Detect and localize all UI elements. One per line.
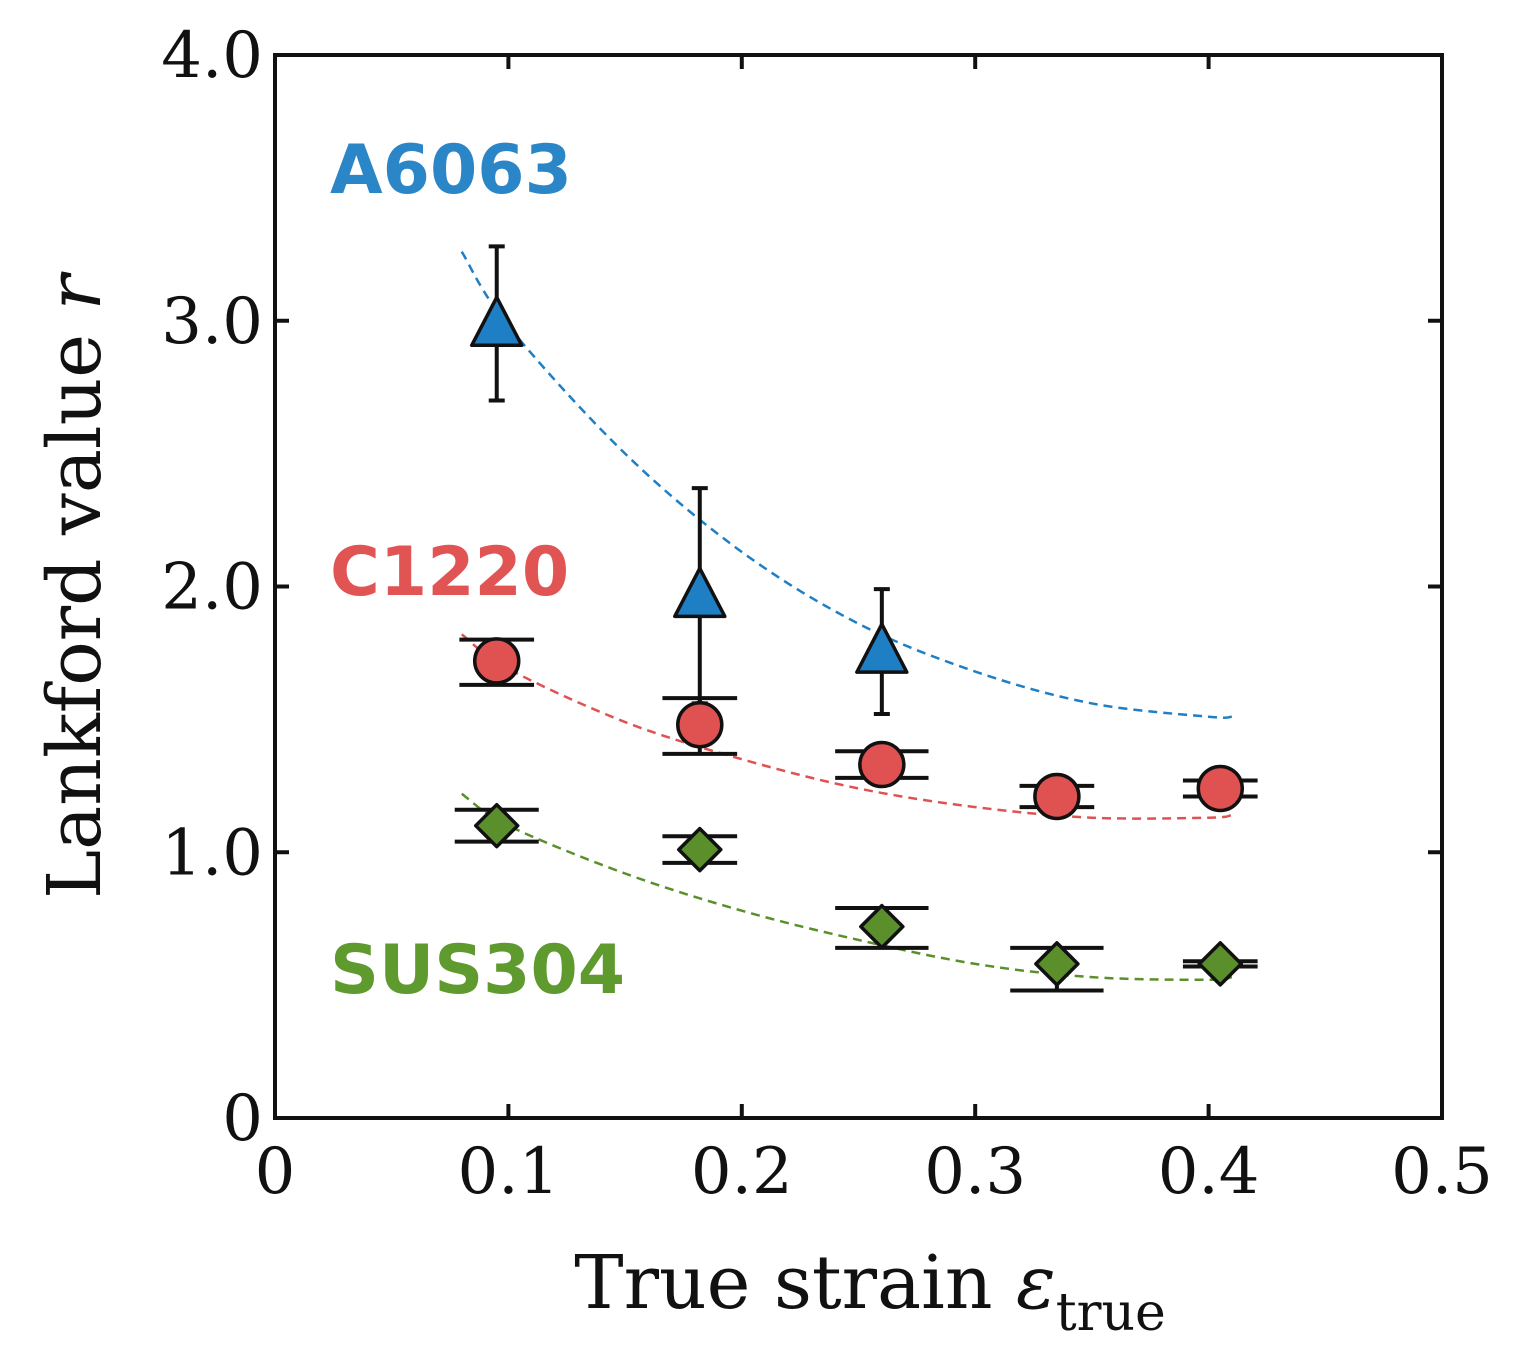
sus304-series-label: SUS304 xyxy=(330,931,625,1010)
axis-ticks xyxy=(275,55,1442,1118)
x-tick-label: 0 xyxy=(255,1135,296,1209)
y-tick-label: 0 xyxy=(222,1082,263,1156)
y-tick-label: 4.0 xyxy=(161,19,263,93)
a6063-series-label: A6063 xyxy=(330,131,572,210)
error-bars xyxy=(454,244,1258,993)
tick-labels: 0 0.1 0.2 0.3 0.4 0.5 0 1.0 2.0 3.0 4.0 xyxy=(161,19,1493,1209)
sus304-point xyxy=(677,826,723,873)
y-tick-label: 2.0 xyxy=(161,551,263,625)
c1220-point xyxy=(858,740,906,789)
a6063-point xyxy=(673,566,727,619)
x-axis-title: True strain εtrue xyxy=(574,1240,1166,1343)
x-axis-label: True strain xyxy=(574,1240,992,1326)
trend-lines xyxy=(460,250,1233,982)
c1220-point xyxy=(472,637,521,685)
x-tick-label: 0.3 xyxy=(924,1135,1026,1209)
data-markers xyxy=(469,295,1245,987)
x-tick-label: 0.2 xyxy=(691,1135,793,1209)
sus304-point xyxy=(1034,941,1080,987)
sus304-point xyxy=(1197,941,1244,987)
y-tick-label: 1.0 xyxy=(161,816,263,890)
sus304-point xyxy=(859,903,905,950)
c1220-trend-line xyxy=(460,633,1233,820)
series-labels: A6063 C1220 SUS304 xyxy=(330,131,625,1010)
x-tick-label: 0.5 xyxy=(1391,1135,1493,1209)
x-tick-label: 0.1 xyxy=(458,1135,560,1209)
a6063-trend-line xyxy=(460,250,1233,719)
y-tick-label: 3.0 xyxy=(161,285,263,359)
c1220-point xyxy=(1033,772,1081,821)
y-axis-label: Lankford value xyxy=(32,334,118,899)
x-axis-symbol: ε xyxy=(1016,1240,1056,1326)
sus304-trend-line xyxy=(460,792,1233,982)
c1220-series-label: C1220 xyxy=(330,533,569,612)
c1220-point xyxy=(676,700,724,749)
sus304-point xyxy=(473,802,520,849)
y-axis-symbol: r xyxy=(32,270,118,310)
a6063-point xyxy=(855,622,909,674)
x-axis-subscript: true xyxy=(1056,1283,1166,1343)
y-axis-title: Lankford value r xyxy=(32,270,118,899)
c1220-point xyxy=(1196,764,1245,813)
x-tick-label: 0.4 xyxy=(1158,1135,1260,1209)
a6063-point xyxy=(469,295,524,348)
